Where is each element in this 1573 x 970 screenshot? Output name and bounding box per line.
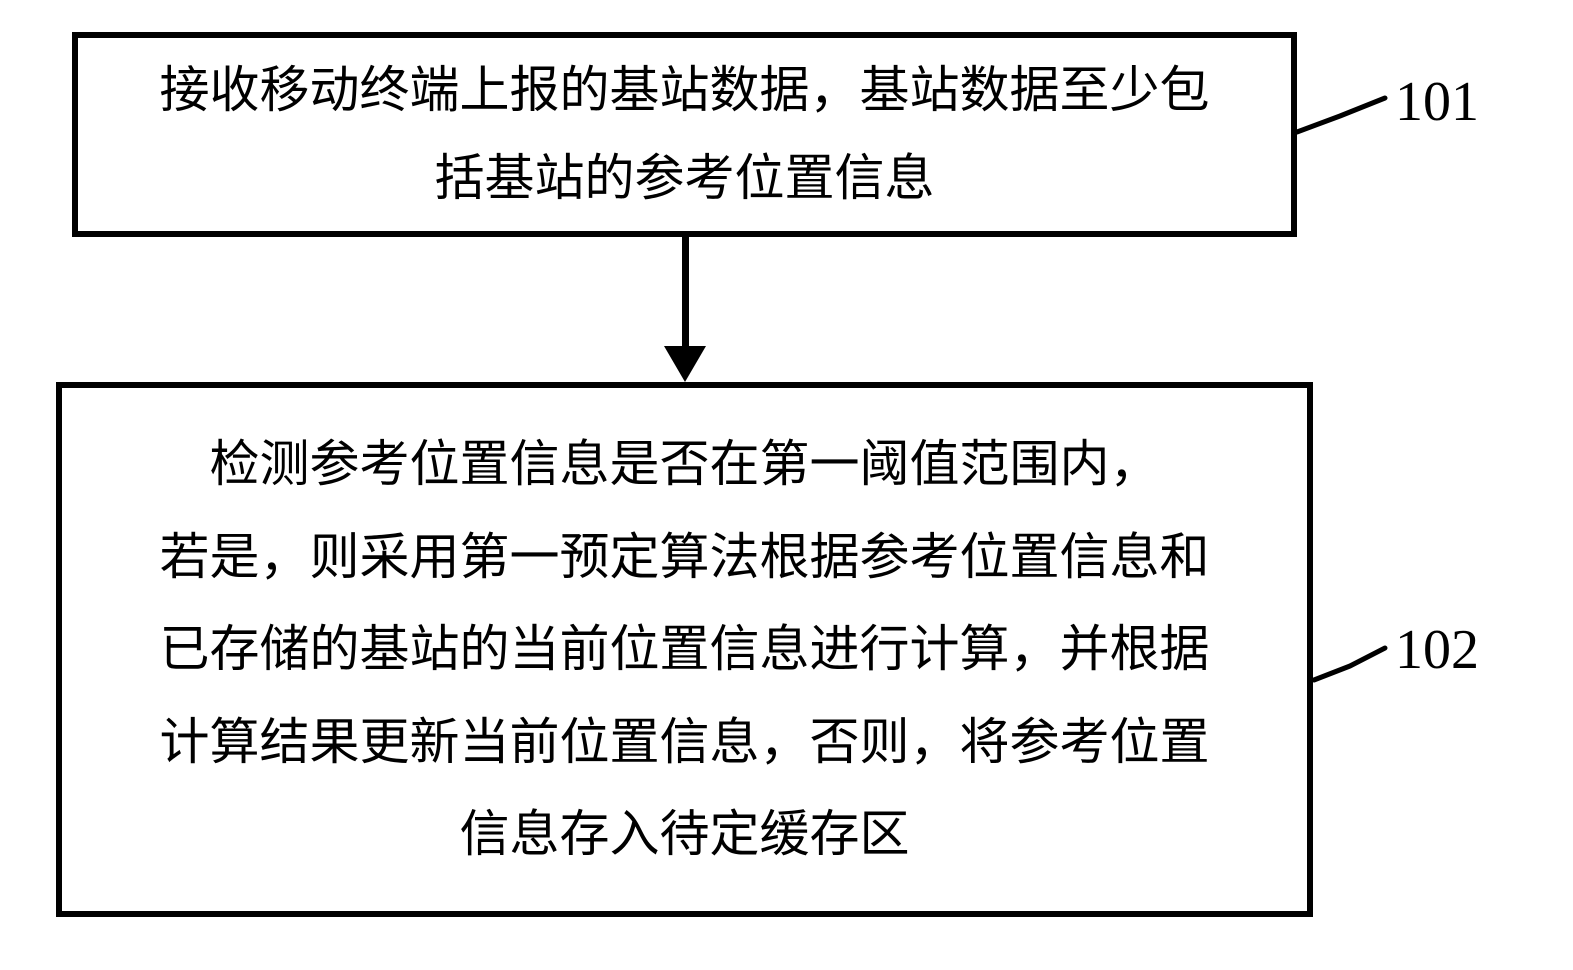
flowchart-canvas: 接收移动终端上报的基站数据，基站数据至少包 括基站的参考位置信息 检测参考位置信… xyxy=(0,0,1573,970)
leader-line-102 xyxy=(1310,644,1389,684)
step-number-label-101: 101 xyxy=(1395,70,1479,134)
connector-101-to-102 xyxy=(682,237,689,350)
step-text-102: 检测参考位置信息是否在第一阈值范围内， 若是，则采用第一预定算法根据参考位置信息… xyxy=(62,408,1307,891)
step-box-102: 检测参考位置信息是否在第一阈值范围内， 若是，则采用第一预定算法根据参考位置信息… xyxy=(56,382,1313,917)
step-number-label-102: 102 xyxy=(1395,618,1479,682)
step-box-101: 接收移动终端上报的基站数据，基站数据至少包 括基站的参考位置信息 xyxy=(72,32,1297,237)
leader-line-101 xyxy=(1293,94,1389,136)
arrowhead-101-to-102 xyxy=(664,346,706,385)
step-text-101: 接收移动终端上报的基站数据，基站数据至少包 括基站的参考位置信息 xyxy=(78,37,1291,232)
